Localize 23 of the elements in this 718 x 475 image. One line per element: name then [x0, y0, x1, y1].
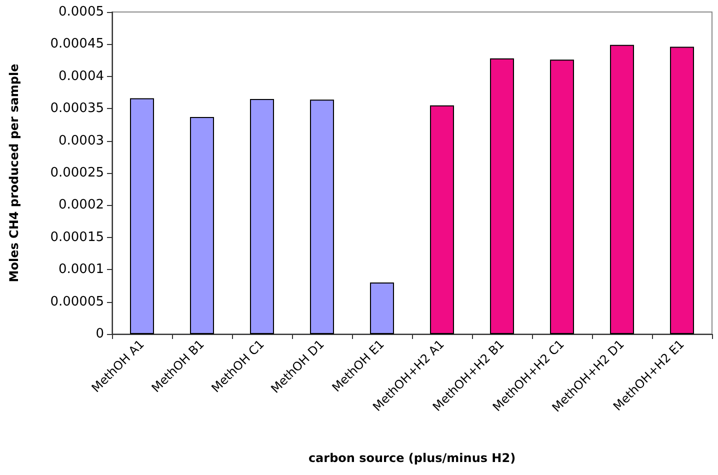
bar	[370, 282, 394, 334]
bar	[610, 44, 634, 334]
x-axis-title: carbon source (plus/minus H2)	[308, 451, 516, 465]
bar	[310, 100, 334, 334]
y-tick-label: 0.00015	[50, 230, 104, 245]
y-tick-label: 0.0002	[58, 198, 104, 213]
bar	[550, 60, 574, 334]
bar	[670, 46, 694, 334]
bar	[190, 116, 214, 334]
y-tick-label: 0	[96, 326, 104, 342]
bar	[490, 58, 514, 334]
bar	[250, 98, 274, 334]
y-tick-label: 0.0003	[58, 133, 104, 148]
y-axis-title: Moles CH4 produced per sample	[7, 64, 21, 282]
y-tick-label: 0.00025	[50, 166, 104, 180]
y-tick-label: 0.0005	[58, 4, 104, 20]
y-tick-label: 0.00005	[50, 294, 104, 310]
bar	[130, 98, 154, 334]
y-tick-label: 0.00035	[50, 101, 104, 116]
y-tick-label: 0.0001	[58, 262, 104, 278]
y-tick-label: 0.00045	[50, 36, 104, 52]
y-tick-label: 0.0004	[58, 68, 104, 84]
bar	[430, 105, 454, 334]
